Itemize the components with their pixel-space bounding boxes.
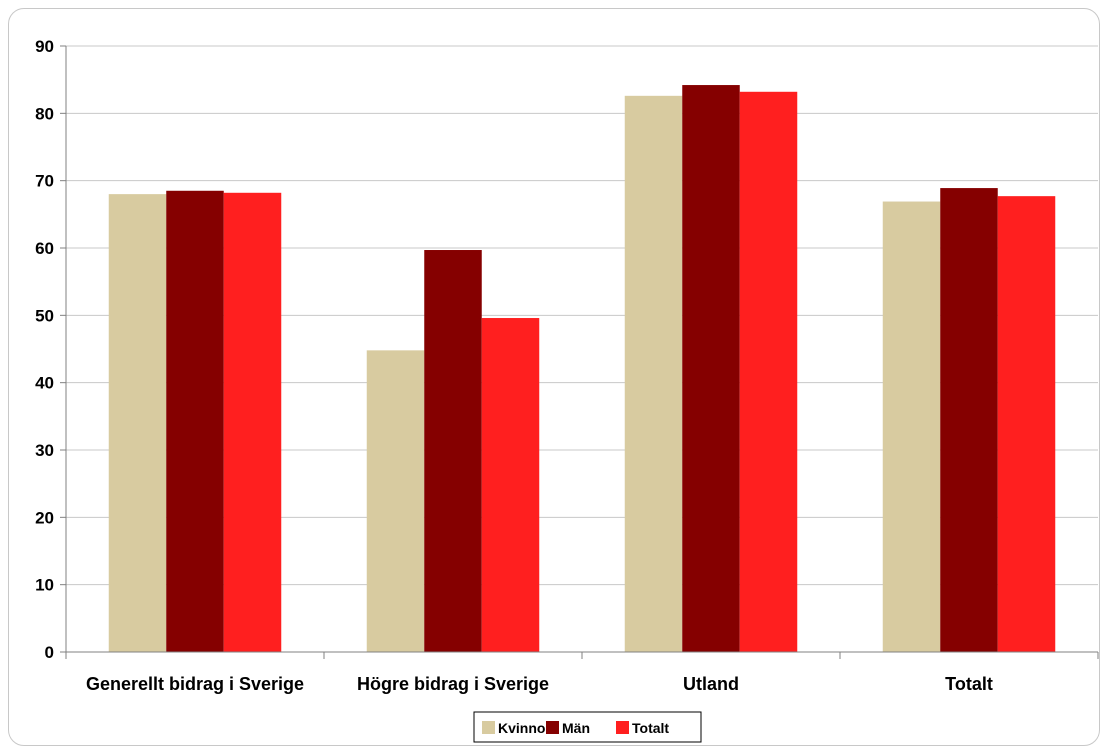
bar-kvinnor-1	[366, 350, 425, 652]
y-tick-label: 80	[35, 104, 54, 123]
bars	[108, 85, 1056, 653]
y-tick-label: 40	[35, 374, 54, 393]
axes	[60, 45, 1099, 659]
legend: Kvinnor Män Totalt	[473, 711, 702, 743]
bar-totalt-1	[481, 318, 540, 652]
bar-m-n-1	[424, 250, 482, 652]
x-category-label: Generellt bidrag i Sverige	[86, 674, 304, 694]
y-tick-label: 0	[45, 643, 54, 662]
bar-totalt-0	[223, 192, 282, 652]
bar-kvinnor-2	[624, 95, 683, 653]
x-category-label: Utland	[683, 674, 739, 694]
x-category-labels: Generellt bidrag i Sverige Högre bidrag i…	[86, 674, 993, 694]
bar-totalt-2	[739, 91, 798, 652]
legend-label: Kvinnor	[498, 720, 551, 736]
y-tick-label: 60	[35, 239, 54, 258]
y-tick-label: 20	[35, 508, 54, 527]
x-category-label: Totalt	[945, 674, 993, 694]
y-tick-labels: 0 10 20 30 40 50 60 70 80 90	[35, 37, 54, 662]
bar-m-n-0	[166, 190, 224, 652]
legend-swatch	[616, 721, 629, 734]
legend-label: Män	[562, 720, 590, 736]
legend-swatch	[546, 721, 559, 734]
y-tick-label: 10	[35, 576, 54, 595]
bar-totalt-3	[997, 196, 1056, 653]
y-tick-label: 30	[35, 441, 54, 460]
bar-m-n-2	[682, 85, 740, 652]
bar-m-n-3	[940, 188, 998, 652]
y-tick-label: 90	[35, 37, 54, 56]
y-tick-label: 70	[35, 172, 54, 191]
x-category-label: Högre bidrag i Sverige	[357, 674, 549, 694]
bar-kvinnor-3	[882, 201, 941, 653]
legend-label: Totalt	[632, 720, 669, 736]
legend-box	[473, 711, 702, 743]
bar-kvinnor-0	[108, 194, 167, 652]
legend-swatch	[482, 721, 495, 734]
y-tick-label: 50	[35, 306, 54, 325]
